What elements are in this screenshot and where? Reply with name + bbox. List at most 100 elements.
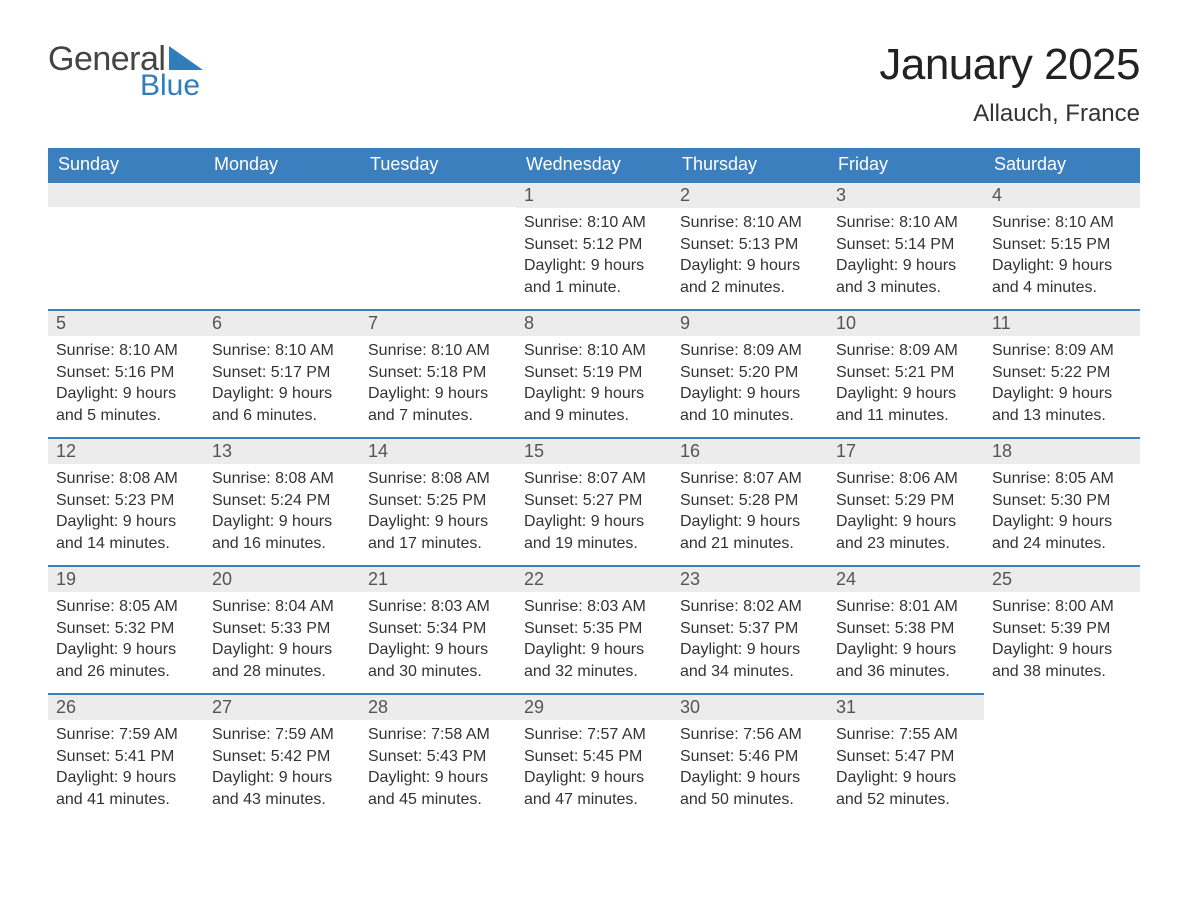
calendar-cell: 4Sunrise: 8:10 AMSunset: 5:15 PMDaylight… [984, 181, 1140, 309]
empty-daynum-bar [204, 181, 360, 207]
calendar-row: 5Sunrise: 8:10 AMSunset: 5:16 PMDaylight… [48, 309, 1140, 437]
sunrise-line: Sunrise: 7:57 AM [524, 724, 664, 746]
sunrise-line: Sunrise: 8:05 AM [992, 468, 1132, 490]
day-number: 17 [828, 437, 984, 464]
location-text: Allauch, France [879, 100, 1140, 128]
daylight-line: Daylight: 9 hours and 7 minutes. [368, 383, 508, 426]
day-number: 11 [984, 309, 1140, 336]
day-details: Sunrise: 8:05 AMSunset: 5:30 PMDaylight:… [984, 464, 1140, 554]
calendar-cell [204, 181, 360, 309]
daylight-line: Daylight: 9 hours and 9 minutes. [524, 383, 664, 426]
day-number: 1 [516, 181, 672, 208]
sunset-line: Sunset: 5:41 PM [56, 746, 196, 768]
weekday-header: Thursday [672, 148, 828, 181]
daylight-line: Daylight: 9 hours and 2 minutes. [680, 255, 820, 298]
weekday-header-row: SundayMondayTuesdayWednesdayThursdayFrid… [48, 148, 1140, 181]
day-number: 31 [828, 693, 984, 720]
day-number: 5 [48, 309, 204, 336]
calendar-cell: 1Sunrise: 8:10 AMSunset: 5:12 PMDaylight… [516, 181, 672, 309]
daylight-line: Daylight: 9 hours and 36 minutes. [836, 639, 976, 682]
sunset-line: Sunset: 5:32 PM [56, 618, 196, 640]
sunrise-line: Sunrise: 8:09 AM [680, 340, 820, 362]
sunset-line: Sunset: 5:37 PM [680, 618, 820, 640]
daylight-line: Daylight: 9 hours and 10 minutes. [680, 383, 820, 426]
calendar-cell: 15Sunrise: 8:07 AMSunset: 5:27 PMDayligh… [516, 437, 672, 565]
sunset-line: Sunset: 5:24 PM [212, 490, 352, 512]
calendar-cell: 19Sunrise: 8:05 AMSunset: 5:32 PMDayligh… [48, 565, 204, 693]
sunset-line: Sunset: 5:42 PM [212, 746, 352, 768]
calendar-cell: 31Sunrise: 7:55 AMSunset: 5:47 PMDayligh… [828, 693, 984, 821]
calendar-cell: 22Sunrise: 8:03 AMSunset: 5:35 PMDayligh… [516, 565, 672, 693]
day-details: Sunrise: 8:09 AMSunset: 5:21 PMDaylight:… [828, 336, 984, 426]
empty-daynum-bar [48, 181, 204, 207]
day-details: Sunrise: 8:05 AMSunset: 5:32 PMDaylight:… [48, 592, 204, 682]
sunrise-line: Sunrise: 8:03 AM [524, 596, 664, 618]
calendar-cell: 29Sunrise: 7:57 AMSunset: 5:45 PMDayligh… [516, 693, 672, 821]
sunset-line: Sunset: 5:29 PM [836, 490, 976, 512]
calendar-cell: 25 Sunrise: 8:00 AMSunset: 5:39 PMDayligh… [984, 565, 1140, 693]
day-details: Sunrise: 8:02 AMSunset: 5:37 PMDaylight:… [672, 592, 828, 682]
day-number: 20 [204, 565, 360, 592]
month-title: January 2025 [879, 40, 1140, 90]
sunset-line: Sunset: 5:38 PM [836, 618, 976, 640]
calendar-cell: 18Sunrise: 8:05 AMSunset: 5:30 PMDayligh… [984, 437, 1140, 565]
calendar-row: 26Sunrise: 7:59 AMSunset: 5:41 PMDayligh… [48, 693, 1140, 821]
sunrise-line: Sunrise: 8:07 AM [524, 468, 664, 490]
daylight-line: Daylight: 9 hours and 4 minutes. [992, 255, 1132, 298]
calendar-cell: 17Sunrise: 8:06 AMSunset: 5:29 PMDayligh… [828, 437, 984, 565]
daylight-line: Daylight: 9 hours and 41 minutes. [56, 767, 196, 810]
sunset-line: Sunset: 5:35 PM [524, 618, 664, 640]
calendar-cell: 5Sunrise: 8:10 AMSunset: 5:16 PMDaylight… [48, 309, 204, 437]
day-number: 6 [204, 309, 360, 336]
daylight-line: Daylight: 9 hours and 14 minutes. [56, 511, 196, 554]
daylight-line: Daylight: 9 hours and 6 minutes. [212, 383, 352, 426]
calendar-cell: 6Sunrise: 8:10 AMSunset: 5:17 PMDaylight… [204, 309, 360, 437]
daylight-line: Daylight: 9 hours and 38 minutes. [992, 639, 1132, 682]
sunrise-line: Sunrise: 8:04 AM [212, 596, 352, 618]
day-details: Sunrise: 8:10 AMSunset: 5:19 PMDaylight:… [516, 336, 672, 426]
calendar-cell [360, 181, 516, 309]
day-number: 9 [672, 309, 828, 336]
sunset-line: Sunset: 5:39 PM [992, 618, 1132, 640]
day-details: Sunrise: 8:07 AMSunset: 5:27 PMDaylight:… [516, 464, 672, 554]
sunrise-line: Sunrise: 8:10 AM [836, 212, 976, 234]
sunrise-line: Sunrise: 7:56 AM [680, 724, 820, 746]
day-number: 26 [48, 693, 204, 720]
calendar-cell: 9Sunrise: 8:09 AMSunset: 5:20 PMDaylight… [672, 309, 828, 437]
sunset-line: Sunset: 5:15 PM [992, 234, 1132, 256]
daylight-line: Daylight: 9 hours and 11 minutes. [836, 383, 976, 426]
daylight-line: Daylight: 9 hours and 26 minutes. [56, 639, 196, 682]
daylight-line: Daylight: 9 hours and 3 minutes. [836, 255, 976, 298]
calendar-cell: 13Sunrise: 8:08 AMSunset: 5:24 PMDayligh… [204, 437, 360, 565]
sunrise-line: Sunrise: 8:01 AM [836, 596, 976, 618]
daylight-line: Daylight: 9 hours and 24 minutes. [992, 511, 1132, 554]
day-details: Sunrise: 8:03 AMSunset: 5:35 PMDaylight:… [516, 592, 672, 682]
calendar-cell: 11Sunrise: 8:09 AMSunset: 5:22 PMDayligh… [984, 309, 1140, 437]
sunrise-line: Sunrise: 8:10 AM [680, 212, 820, 234]
daylight-line: Daylight: 9 hours and 16 minutes. [212, 511, 352, 554]
empty-daynum-bar [360, 181, 516, 207]
day-number: 25 [984, 565, 1140, 592]
daylight-line: Daylight: 9 hours and 19 minutes. [524, 511, 664, 554]
weekday-header: Monday [204, 148, 360, 181]
sunrise-line: Sunrise: 8:08 AM [212, 468, 352, 490]
daylight-line: Daylight: 9 hours and 34 minutes. [680, 639, 820, 682]
day-number: 24 [828, 565, 984, 592]
sunset-line: Sunset: 5:28 PM [680, 490, 820, 512]
day-details: Sunrise: 8:03 AMSunset: 5:34 PMDaylight:… [360, 592, 516, 682]
day-number: 8 [516, 309, 672, 336]
daylight-line: Daylight: 9 hours and 23 minutes. [836, 511, 976, 554]
sunrise-line: Sunrise: 8:00 AM [992, 596, 1132, 618]
sunrise-line: Sunrise: 7:59 AM [212, 724, 352, 746]
daylight-line: Daylight: 9 hours and 13 minutes. [992, 383, 1132, 426]
day-number: 14 [360, 437, 516, 464]
calendar-cell: 26Sunrise: 7:59 AMSunset: 5:41 PMDayligh… [48, 693, 204, 821]
day-details: Sunrise: 7:56 AMSunset: 5:46 PMDaylight:… [672, 720, 828, 810]
day-details: Sunrise: 8:08 AMSunset: 5:23 PMDaylight:… [48, 464, 204, 554]
daylight-line: Daylight: 9 hours and 43 minutes. [212, 767, 352, 810]
day-details: Sunrise: 8:10 AMSunset: 5:17 PMDaylight:… [204, 336, 360, 426]
sunrise-line: Sunrise: 8:10 AM [368, 340, 508, 362]
sunset-line: Sunset: 5:43 PM [368, 746, 508, 768]
sunrise-line: Sunrise: 8:09 AM [992, 340, 1132, 362]
day-number: 19 [48, 565, 204, 592]
